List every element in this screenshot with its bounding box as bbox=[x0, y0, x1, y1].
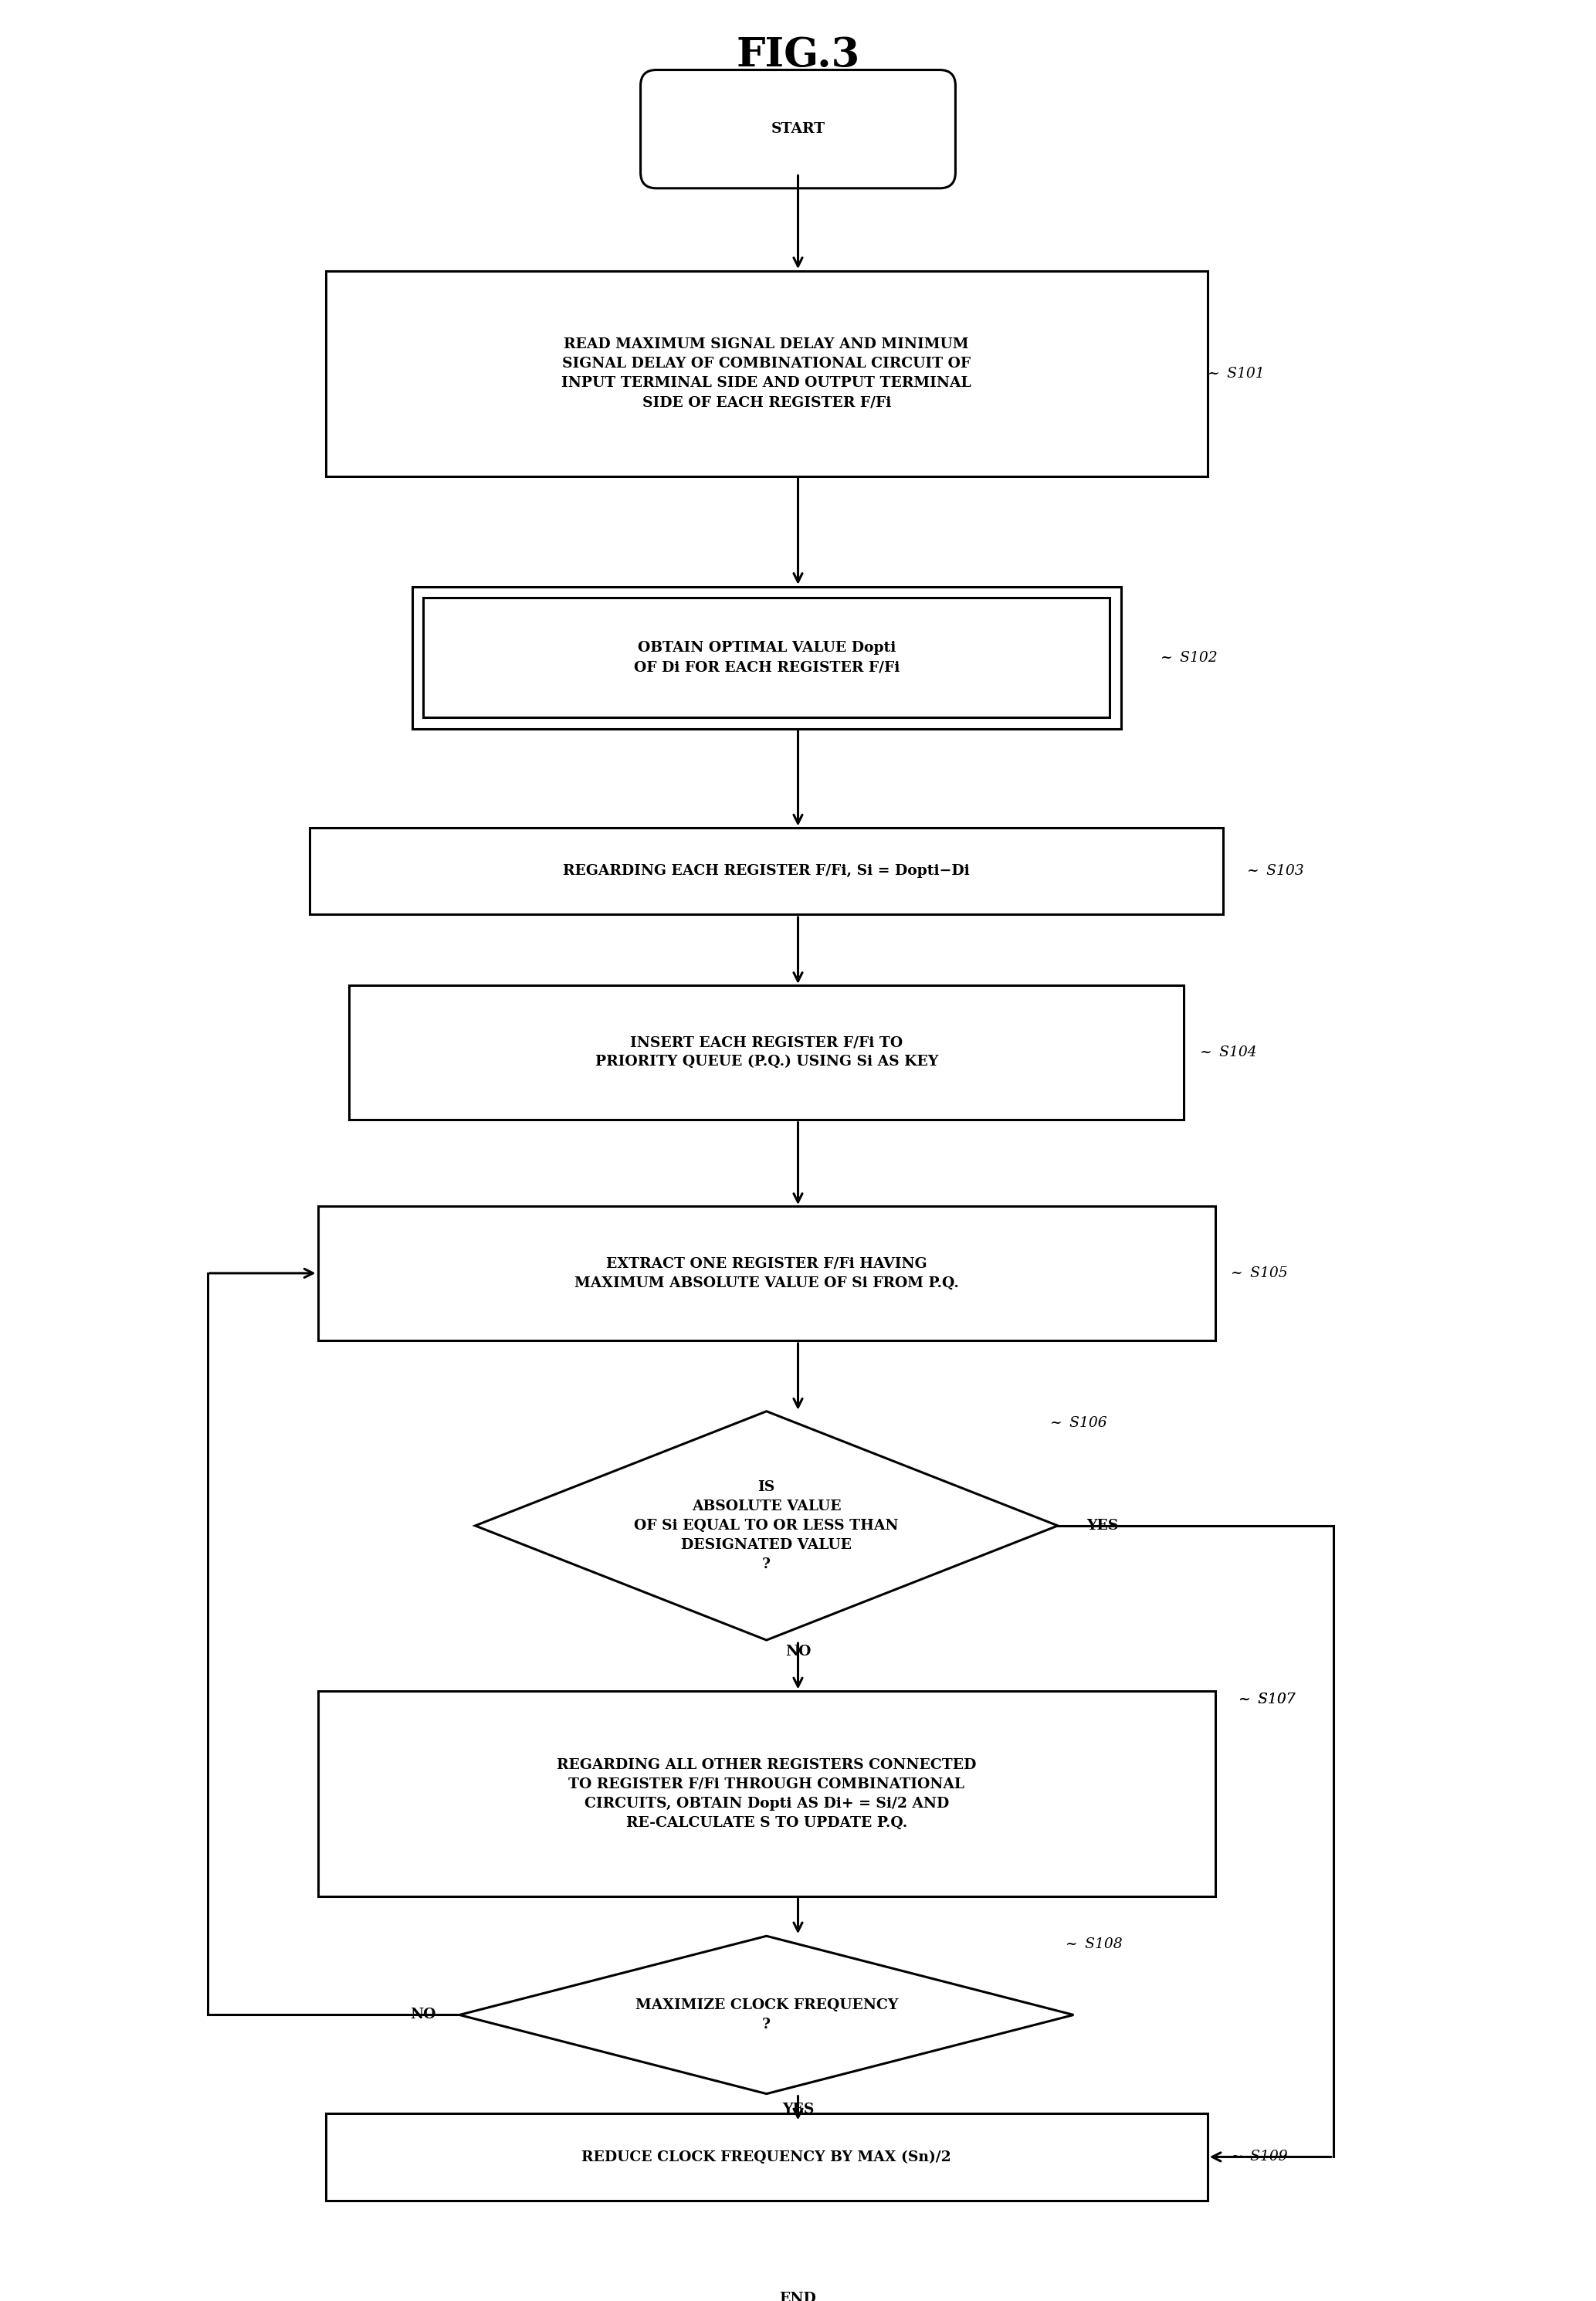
Text: EXTRACT ONE REGISTER F/Fi HAVING
MAXIMUM ABSOLUTE VALUE OF Si FROM P.Q.: EXTRACT ONE REGISTER F/Fi HAVING MAXIMUM… bbox=[575, 1256, 959, 1291]
Text: ~ S104: ~ S104 bbox=[1200, 1045, 1256, 1058]
Text: OBTAIN OPTIMAL VALUE Dopti
OF Di FOR EACH REGISTER F/Fi: OBTAIN OPTIMAL VALUE Dopti OF Di FOR EAC… bbox=[634, 642, 900, 674]
Bar bbox=[326, 272, 1208, 476]
FancyBboxPatch shape bbox=[640, 69, 956, 189]
Bar bbox=[310, 828, 1223, 913]
Polygon shape bbox=[476, 1411, 1058, 1641]
FancyBboxPatch shape bbox=[640, 2239, 956, 2301]
Text: ~ S101: ~ S101 bbox=[1208, 366, 1264, 380]
Bar bbox=[318, 1206, 1215, 1339]
Text: ~ S109: ~ S109 bbox=[1231, 2149, 1288, 2163]
Text: REDUCE CLOCK FREQUENCY BY MAX (Sn)/2: REDUCE CLOCK FREQUENCY BY MAX (Sn)/2 bbox=[581, 2149, 951, 2163]
Text: ~ S107: ~ S107 bbox=[1238, 1691, 1296, 1707]
Bar bbox=[350, 985, 1184, 1118]
Text: REGARDING ALL OTHER REGISTERS CONNECTED
TO REGISTER F/Fi THROUGH COMBINATIONAL
C: REGARDING ALL OTHER REGISTERS CONNECTED … bbox=[557, 1758, 977, 1829]
Text: ~ S106: ~ S106 bbox=[1050, 1415, 1106, 1429]
Bar bbox=[412, 587, 1120, 729]
Text: REGARDING EACH REGISTER F/Fi, Si = Dopti−Di: REGARDING EACH REGISTER F/Fi, Si = Dopti… bbox=[563, 863, 970, 877]
Text: YES: YES bbox=[1087, 1519, 1119, 1532]
Text: ~ S107: ~ S107 bbox=[1238, 1691, 1296, 1707]
Bar bbox=[423, 598, 1109, 718]
Text: END: END bbox=[779, 2292, 817, 2301]
Text: IS
ABSOLUTE VALUE
OF Si EQUAL TO OR LESS THAN
DESIGNATED VALUE
?: IS ABSOLUTE VALUE OF Si EQUAL TO OR LESS… bbox=[634, 1480, 899, 1572]
Text: MAXIMIZE CLOCK FREQUENCY
?: MAXIMIZE CLOCK FREQUENCY ? bbox=[635, 1997, 899, 2032]
Text: FIG.3: FIG.3 bbox=[736, 35, 860, 74]
Text: ~ S102: ~ S102 bbox=[1160, 651, 1218, 665]
Text: READ MAXIMUM SIGNAL DELAY AND MINIMUM
SIGNAL DELAY OF COMBINATIONAL CIRCUIT OF
I: READ MAXIMUM SIGNAL DELAY AND MINIMUM SI… bbox=[562, 338, 972, 410]
Text: YES: YES bbox=[782, 2103, 814, 2117]
Text: NO: NO bbox=[410, 2009, 436, 2023]
Text: ~ S105: ~ S105 bbox=[1231, 1266, 1288, 1279]
Text: ~ S103: ~ S103 bbox=[1246, 863, 1304, 877]
Bar bbox=[326, 2115, 1208, 2200]
Polygon shape bbox=[460, 1935, 1074, 2094]
Text: NO: NO bbox=[785, 1645, 811, 1659]
Text: START: START bbox=[771, 122, 825, 136]
Text: ~ S108: ~ S108 bbox=[1066, 1937, 1122, 1951]
Text: INSERT EACH REGISTER F/Fi TO
PRIORITY QUEUE (P.Q.) USING Si AS KEY: INSERT EACH REGISTER F/Fi TO PRIORITY QU… bbox=[595, 1035, 938, 1070]
Bar bbox=[318, 1691, 1215, 1896]
